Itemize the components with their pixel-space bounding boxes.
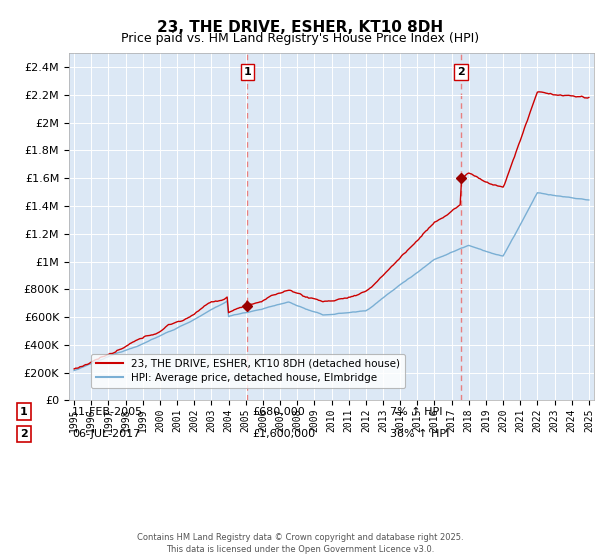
Text: 1: 1 xyxy=(244,67,251,77)
Text: Price paid vs. HM Land Registry's House Price Index (HPI): Price paid vs. HM Land Registry's House … xyxy=(121,32,479,45)
Text: 2: 2 xyxy=(457,67,465,77)
Text: 36% ↑ HPI: 36% ↑ HPI xyxy=(390,429,449,439)
Text: £680,000: £680,000 xyxy=(252,407,305,417)
Text: 23, THE DRIVE, ESHER, KT10 8DH: 23, THE DRIVE, ESHER, KT10 8DH xyxy=(157,20,443,35)
Text: £1,600,000: £1,600,000 xyxy=(252,429,315,439)
Text: 7% ↑ HPI: 7% ↑ HPI xyxy=(390,407,443,417)
Text: Contains HM Land Registry data © Crown copyright and database right 2025.
This d: Contains HM Land Registry data © Crown c… xyxy=(137,533,463,554)
Text: 11-FEB-2005: 11-FEB-2005 xyxy=(72,407,143,417)
Text: 2: 2 xyxy=(20,429,28,439)
Legend: 23, THE DRIVE, ESHER, KT10 8DH (detached house), HPI: Average price, detached ho: 23, THE DRIVE, ESHER, KT10 8DH (detached… xyxy=(91,354,405,388)
Text: 1: 1 xyxy=(20,407,28,417)
Text: 06-JUL-2017: 06-JUL-2017 xyxy=(72,429,140,439)
